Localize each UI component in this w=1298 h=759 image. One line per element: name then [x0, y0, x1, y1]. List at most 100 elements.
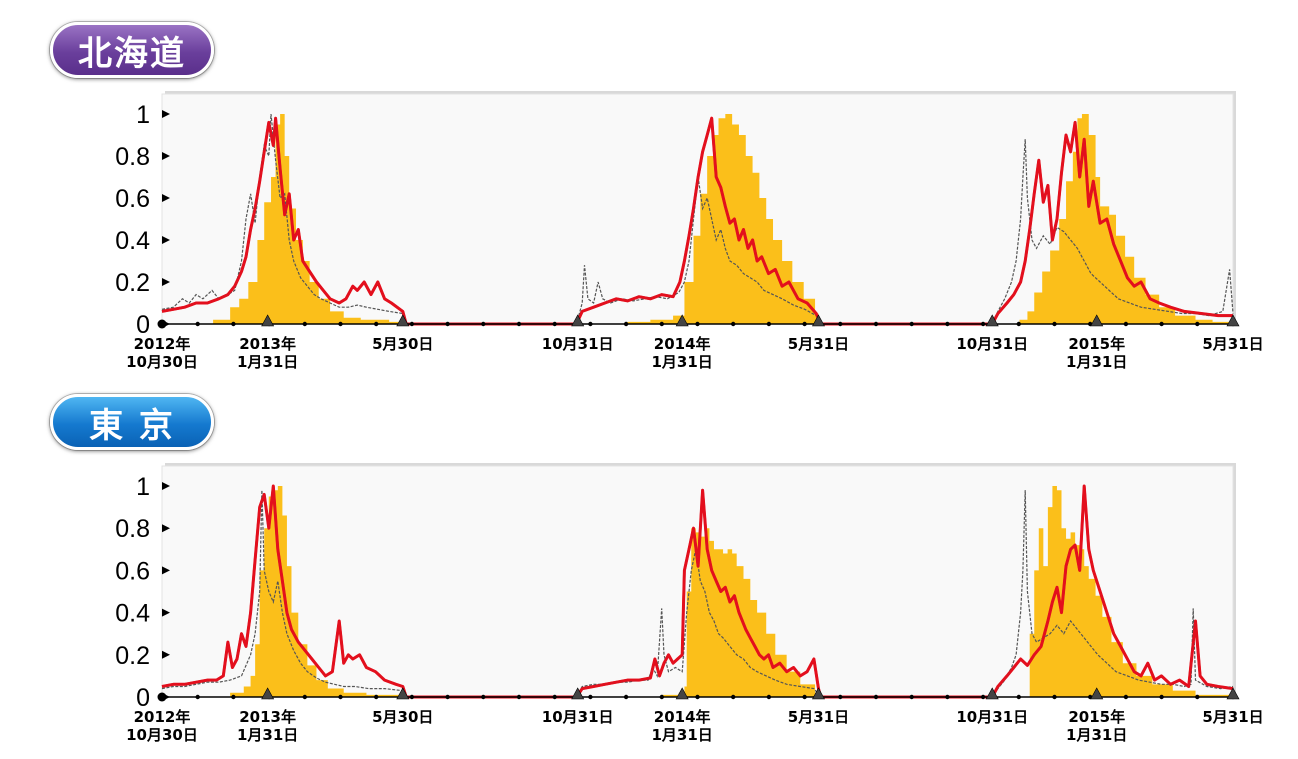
y-tick-marker — [162, 278, 170, 286]
x-tick-label-date: 10月30日 — [126, 353, 198, 371]
x-tick-marker — [261, 314, 275, 327]
x-tick-marker — [396, 687, 410, 700]
x-axis-dot — [659, 694, 664, 700]
x-tick-label-year: 2012年 — [134, 708, 191, 726]
y-tick-marker — [162, 236, 170, 244]
x-axis-dot — [838, 694, 843, 700]
x-axis-dot — [1052, 694, 1057, 700]
x-tick-marker — [396, 314, 410, 327]
x-axis-dot — [873, 321, 879, 327]
x-tick-label-year: 2013年 — [239, 708, 296, 726]
x-axis-dot — [195, 694, 200, 700]
y-tick-label: 0.8 — [115, 143, 150, 171]
red-line-series-overlay — [161, 484, 1234, 699]
gray-dotted-series — [161, 490, 1234, 698]
region-badge-hokkaido: 北海道 — [50, 22, 214, 78]
x-axis-dot — [1159, 321, 1164, 327]
y-tick-marker — [162, 152, 170, 160]
x-tick-marker — [675, 687, 689, 700]
bar-area-series — [162, 486, 1233, 697]
x-tick-label-date: 10月31日 — [956, 335, 1028, 353]
y-tick-label: 0.4 — [115, 600, 150, 628]
gray-dotted-series — [161, 113, 1234, 325]
x-axis-dot — [481, 694, 486, 700]
x-axis-dot — [980, 694, 986, 700]
y-tick-label: 0 — [136, 311, 150, 339]
x-tick-label-date: 5月31日 — [788, 335, 849, 353]
x-axis-dot — [909, 694, 914, 700]
x-axis-dot — [623, 321, 629, 327]
x-tick-label-date: 1月31日 — [237, 726, 298, 744]
x-tick-label-year: 2014年 — [654, 335, 711, 353]
x-tick-marker — [571, 687, 585, 700]
x-axis-dot — [802, 321, 807, 327]
y-tick-marker — [162, 194, 170, 202]
x-tick-label-date: 5月30日 — [372, 708, 433, 726]
y-tick-marker — [162, 608, 170, 617]
x-axis-dot — [409, 321, 415, 327]
x-tick-label-date: 5月30日 — [372, 335, 433, 353]
x-axis-dot — [195, 321, 200, 327]
x-axis-dot — [802, 694, 807, 700]
x-axis-dot — [1159, 694, 1164, 700]
y-tick-label: 0.2 — [115, 269, 150, 297]
x-axis-dot — [945, 694, 950, 700]
x-axis-dot — [338, 694, 343, 700]
x-tick-marker — [261, 687, 275, 700]
x-axis-dot — [1016, 694, 1021, 700]
x-axis-dot — [1195, 694, 1200, 700]
bar-area-series — [162, 114, 1233, 324]
x-axis-dot — [481, 321, 486, 327]
x-axis-dot — [909, 321, 914, 327]
x-axis-dot — [231, 321, 236, 327]
x-axis-dot — [659, 321, 664, 327]
x-axis-dot — [1123, 694, 1129, 700]
x-tick-marker — [985, 314, 999, 327]
x-axis-dot — [766, 694, 772, 700]
x-tick-marker — [985, 687, 999, 700]
x-tick-label-date: 10月31日 — [542, 335, 614, 353]
x-tick-marker — [1090, 687, 1104, 700]
x-axis-dot — [302, 694, 307, 700]
x-tick-marker — [675, 314, 689, 327]
y-tick-marker — [162, 482, 170, 490]
x-tick-marker — [1090, 314, 1104, 327]
x-axis-dot — [695, 694, 700, 700]
x-axis-dot — [552, 694, 557, 700]
x-axis-dot — [731, 321, 736, 327]
y-tick-marker — [162, 650, 170, 659]
x-axis-dot — [588, 321, 593, 327]
y-tick-label: 1 — [136, 101, 150, 129]
y-tick-marker — [162, 110, 170, 118]
x-axis-dot — [374, 694, 379, 700]
x-tick-label-year: 2015年 — [1068, 335, 1125, 353]
y-tick-label: 0.2 — [115, 642, 150, 670]
x-axis-dot — [338, 321, 343, 327]
y-tick-label: 0.6 — [115, 557, 150, 585]
x-axis-dot — [695, 321, 700, 327]
x-tick-label-date: 10月31日 — [542, 708, 614, 726]
x-axis-dot — [731, 694, 736, 700]
x-axis-dot — [1052, 321, 1057, 327]
x-axis-dot — [374, 321, 379, 327]
y-tick-label: 1 — [136, 473, 150, 501]
x-tick-label-year: 2012年 — [134, 335, 191, 353]
x-tick-label-date: 5月31日 — [788, 708, 849, 726]
x-axis-dot — [231, 694, 236, 700]
x-axis-dot — [980, 321, 986, 327]
x-axis-dot — [409, 694, 415, 700]
x-tick-label-date: 1月31日 — [652, 726, 713, 744]
x-tick-label-date: 10月31日 — [956, 708, 1028, 726]
x-tick-label-date: 5月31日 — [1202, 335, 1263, 353]
x-axis-dot — [945, 321, 950, 327]
region-badge-tokyo: 東 京 — [50, 394, 214, 450]
x-tick-marker — [1226, 314, 1240, 327]
x-tick-label-date: 10月30日 — [126, 726, 198, 744]
x-tick-marker — [157, 692, 167, 702]
x-axis-dot — [1195, 321, 1200, 327]
x-axis-dot — [838, 321, 843, 327]
y-tick-label: 0.4 — [115, 227, 150, 255]
x-axis-dot — [445, 321, 450, 327]
y-tick-marker — [162, 566, 170, 575]
